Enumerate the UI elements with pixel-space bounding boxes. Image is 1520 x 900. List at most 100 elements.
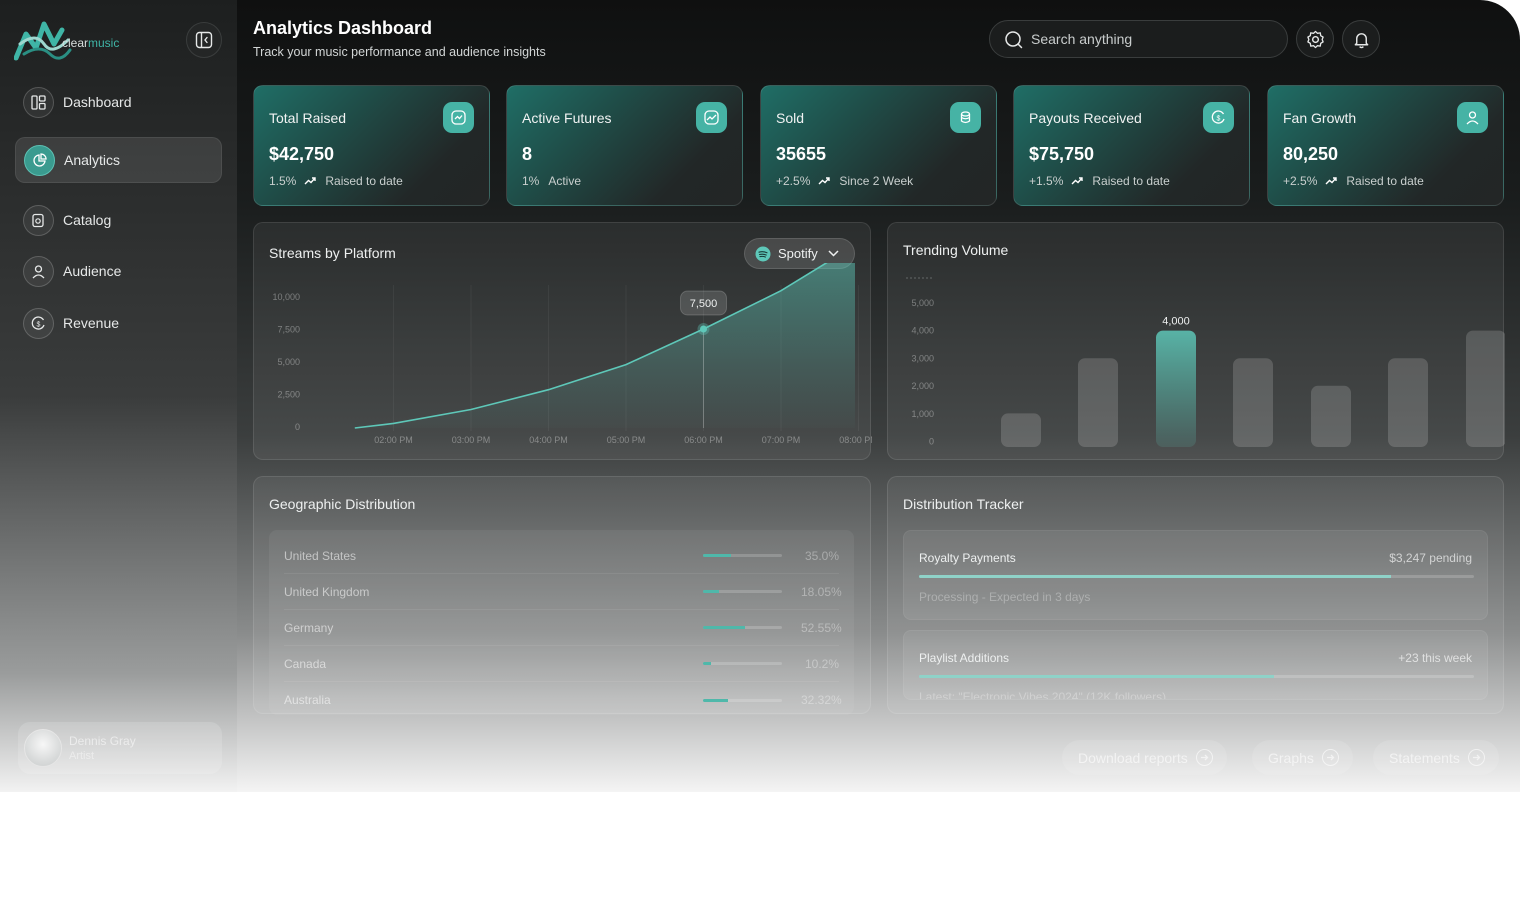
country-percent: 10.2%	[804, 656, 839, 671]
trend-up-icon	[1071, 177, 1084, 185]
catalog-icon	[23, 204, 54, 236]
y-tick-label: 5,000	[911, 298, 934, 308]
spotify-icon	[755, 246, 771, 261]
sidebar-item-label: Revenue	[63, 315, 120, 331]
tracker-item-royalty[interactable]: Royalty Payments $3,247 pending Processi…	[903, 530, 1488, 620]
sidebar-item-revenue[interactable]: $ Revenue	[15, 300, 222, 346]
progress-fill	[703, 554, 731, 557]
search-icon	[1005, 30, 1023, 48]
avatar	[24, 729, 62, 767]
panel-title: Streams by Platform	[269, 245, 396, 261]
chevron-down-icon	[828, 250, 839, 257]
gear-icon	[1306, 30, 1324, 48]
geo-list: United States 35.0% United Kingdom 18.05% …	[269, 530, 854, 715]
arrow-right-icon	[1321, 749, 1339, 766]
panel-title: Distribution Tracker	[903, 496, 1024, 512]
collapse-sidebar-button[interactable]	[186, 22, 222, 58]
tracker-item-playlist[interactable]: Playlist Additions +23 this week Latest:…	[903, 630, 1488, 700]
bar	[1388, 358, 1428, 447]
app-window: clearmusic Dashboard Analytics Catal	[0, 0, 1520, 792]
country-name: United States	[284, 548, 357, 563]
list-item[interactable]: Germany 52.55%	[284, 610, 842, 646]
progress-bar	[703, 698, 782, 702]
tracker-panel: Distribution Tracker Royalty Payments $3…	[887, 476, 1504, 714]
tooltip-box	[680, 290, 727, 316]
country-percent: 18.05%	[801, 584, 842, 599]
arrow-right-icon	[1195, 749, 1213, 766]
x-tick-label: 02:00 PM	[374, 435, 413, 445]
logo-icon	[14, 21, 72, 61]
stat-title: Sold	[776, 110, 805, 126]
tracker-item-name: Playlist Additions	[919, 651, 1010, 665]
plot-area	[354, 263, 855, 429]
stat-card-payouts-received[interactable]: Payouts Received $ $75,750 +1.5% Raised t…	[1013, 85, 1250, 206]
bar-value-label: 4,000	[1162, 316, 1190, 328]
user-profile[interactable]: Dennis Gray Artist	[18, 722, 222, 774]
progress-fill	[703, 626, 745, 629]
bell-icon	[1354, 32, 1368, 48]
page-title: Analytics Dashboard	[253, 18, 433, 38]
stat-card-active-futures[interactable]: Active Futures 8 1% Active	[506, 85, 743, 206]
stat-card-sold[interactable]: Sold 35655 +2.5% Since 2 Week	[760, 85, 997, 206]
chart-icon	[443, 102, 474, 133]
x-tick-label: 03:00 PM	[452, 435, 491, 445]
tracker-item-amount: +23 this week	[1398, 651, 1472, 665]
panel-title: Geographic Distribution	[269, 496, 416, 512]
progress-fill	[703, 698, 729, 702]
x-tick-label: 06:00 PM	[684, 435, 723, 445]
bar	[1233, 358, 1273, 447]
stat-note: Active	[548, 174, 582, 188]
y-tick-label: 7,500	[277, 325, 300, 335]
settings-button[interactable]	[1296, 20, 1334, 58]
country-name: Canada	[284, 656, 327, 671]
y-tick-label: 3,000	[911, 353, 934, 363]
list-item[interactable]: United Kingdom 18.05%	[284, 574, 842, 610]
bar	[1078, 358, 1118, 447]
sidebar-toggle-icon	[195, 31, 213, 49]
notifications-button[interactable]	[1342, 20, 1380, 58]
progress-fill	[919, 575, 1391, 578]
sidebar-item-dashboard[interactable]: Dashboard	[15, 79, 222, 125]
stat-value: 8	[522, 144, 533, 164]
stat-change: +2.5%	[776, 174, 811, 188]
trend-up-icon	[1325, 177, 1338, 185]
bar	[1311, 385, 1351, 447]
list-item[interactable]: Canada 10.2%	[284, 646, 839, 682]
x-tick-label: 07:00 PM	[762, 435, 801, 445]
y-tick-label: 10,000	[272, 292, 300, 302]
list-item[interactable]: United States 35.0%	[284, 538, 839, 574]
progress-fill	[703, 590, 719, 593]
trending-bar-chart: 5,000 4,000 3,000 2,000 1,000 0 4,000	[906, 277, 1505, 447]
progress-bar	[919, 575, 1474, 578]
stat-card-total-raised[interactable]: Total Raised $42,750 1.5% Raised to date	[253, 85, 490, 206]
profile-role: Artist	[69, 750, 95, 762]
tooltip-label: 7,500	[690, 298, 718, 310]
download-reports-button[interactable]: Download reports	[1062, 740, 1227, 775]
stat-title: Fan Growth	[1283, 110, 1357, 126]
button-label: Statements	[1389, 749, 1460, 766]
stat-card-fan-growth[interactable]: Fan Growth 80,250 +2.5% Raised to date	[1267, 85, 1504, 206]
x-tick-label: 05:00 PM	[607, 435, 646, 445]
progress-bar	[919, 675, 1474, 678]
sidebar-item-catalog[interactable]: Catalog	[15, 197, 222, 243]
x-tick-label: 04:00 PM	[529, 435, 568, 445]
trend-up-icon	[304, 177, 317, 185]
y-tick-label: 2,500	[277, 390, 300, 400]
statements-button[interactable]: Statements	[1373, 740, 1499, 775]
search-input[interactable]: Search anything	[989, 20, 1288, 58]
button-label: Graphs	[1268, 749, 1314, 766]
tracker-item-note: Processing - Expected in 3 days	[919, 590, 1091, 604]
trend-up-icon	[818, 177, 831, 185]
sidebar-item-analytics[interactable]: Analytics	[15, 137, 222, 183]
y-tick-label: 5,000	[277, 357, 300, 367]
progress-bar	[703, 626, 782, 629]
platform-select-value: Spotify	[778, 246, 818, 261]
y-tick-label: 2,000	[911, 381, 934, 391]
stat-value: 35655	[776, 144, 827, 164]
graphs-button[interactable]: Graphs	[1252, 740, 1353, 775]
streams-line	[354, 263, 828, 429]
layout-icon	[23, 86, 54, 118]
trending-panel: Trending Volume 5,000 4,000 3,000 2,000 1,00…	[887, 222, 1505, 460]
list-item[interactable]: Australia 32.32%	[284, 682, 842, 715]
sidebar-item-audience[interactable]: Audience	[15, 248, 222, 294]
